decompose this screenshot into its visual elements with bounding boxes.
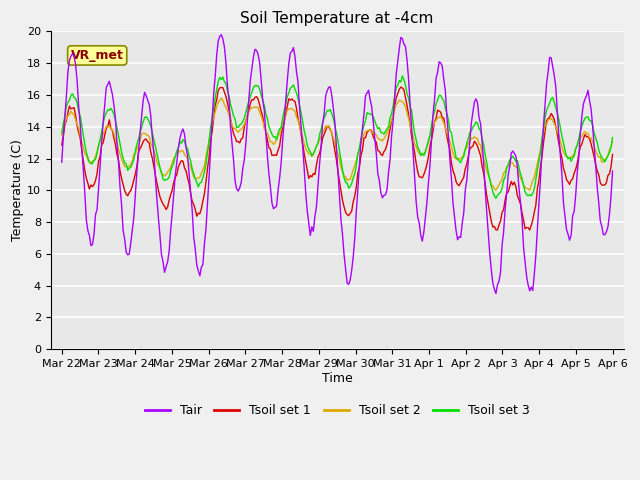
- X-axis label: Time: Time: [322, 372, 353, 384]
- Text: VR_met: VR_met: [71, 49, 124, 62]
- Y-axis label: Temperature (C): Temperature (C): [11, 139, 24, 241]
- Title: Soil Temperature at -4cm: Soil Temperature at -4cm: [241, 11, 434, 26]
- Legend: Tair, Tsoil set 1, Tsoil set 2, Tsoil set 3: Tair, Tsoil set 1, Tsoil set 2, Tsoil se…: [140, 399, 534, 422]
